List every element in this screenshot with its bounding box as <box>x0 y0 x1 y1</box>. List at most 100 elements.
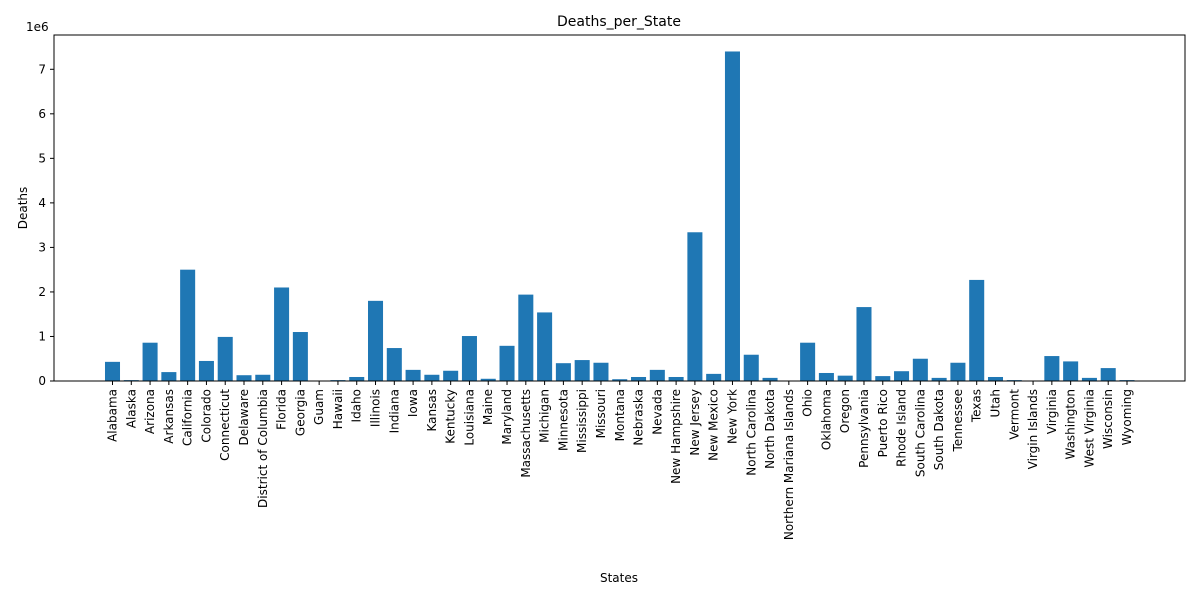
bar <box>969 280 984 381</box>
x-tick-label: Washington <box>1064 389 1078 460</box>
x-tick-label: New York <box>725 389 739 444</box>
bar <box>368 301 383 381</box>
x-tick-label: District of Columbia <box>256 389 270 508</box>
y-tick-label: 5 <box>38 151 46 165</box>
x-tick-label: Georgia <box>293 389 307 436</box>
x-tick-label: Oklahoma <box>819 389 833 450</box>
bar <box>406 370 421 381</box>
x-tick-label: Kentucky <box>444 389 458 444</box>
x-tick-label: Nevada <box>650 389 664 435</box>
bar <box>800 343 815 381</box>
bar <box>856 307 871 381</box>
x-tick-label: Virginia <box>1045 389 1059 434</box>
x-tick-label: North Carolina <box>744 389 758 476</box>
bar <box>462 336 477 381</box>
x-tick-label: Alaska <box>124 389 138 428</box>
x-tick-label: Indiana <box>387 389 401 433</box>
bar <box>1101 368 1116 381</box>
bar <box>913 359 928 381</box>
x-tick-label: Texas <box>970 389 984 423</box>
y-tick-label: 2 <box>38 285 46 299</box>
x-tick-label: Kansas <box>425 389 439 431</box>
x-tick-label: Missouri <box>594 389 608 438</box>
bar <box>293 332 308 381</box>
x-tick-label: Delaware <box>237 389 251 446</box>
bar <box>725 51 740 381</box>
y-offset-label: 1e6 <box>26 20 49 34</box>
x-tick-label: New Mexico <box>707 389 721 461</box>
x-tick-label: Minnesota <box>556 389 570 451</box>
bar <box>537 312 552 381</box>
bar <box>274 287 289 381</box>
bar <box>875 376 890 381</box>
bar <box>575 360 590 381</box>
bar <box>1044 356 1059 381</box>
x-tick-label: Maryland <box>500 389 514 445</box>
x-tick-label: Wyoming <box>1120 389 1134 445</box>
x-tick-label: Guam <box>312 389 326 425</box>
bar <box>819 373 834 381</box>
x-axis-label: States <box>600 571 638 585</box>
x-tick-label: Iowa <box>406 389 420 417</box>
bar <box>424 375 439 381</box>
x-tick-label: Wisconsin <box>1101 389 1115 449</box>
x-tick-label: Mississippi <box>575 389 589 453</box>
x-tick-label: Ohio <box>801 389 815 417</box>
x-tick-label: Puerto Rico <box>876 389 890 457</box>
x-tick-label: Tennessee <box>951 389 965 453</box>
bar <box>199 361 214 381</box>
x-tick-label: Nebraska <box>632 389 646 446</box>
x-tick-label: Utah <box>988 389 1002 417</box>
bar <box>518 295 533 381</box>
x-tick-label: Rhode Island <box>895 389 909 467</box>
bar <box>687 232 702 381</box>
bar <box>236 375 251 381</box>
x-tick-label: Florida <box>275 389 289 430</box>
x-tick-label: Hawaii <box>331 389 345 429</box>
x-tick-label: Maine <box>481 389 495 425</box>
x-tick-label: Arizona <box>143 389 157 434</box>
bar <box>556 363 571 381</box>
x-tick-label: Massachusetts <box>519 389 533 478</box>
bar <box>500 346 515 381</box>
x-tick-label: Montana <box>613 389 627 441</box>
x-tick-label: Oregon <box>838 389 852 433</box>
bar <box>593 363 608 381</box>
x-tick-label: Idaho <box>350 389 364 422</box>
bar <box>631 377 646 381</box>
chart-title: Deaths_per_State <box>557 14 681 30</box>
x-tick-label: New Hampshire <box>669 389 683 484</box>
x-tick-label: Northern Mariana Islands <box>782 389 796 540</box>
x-tick-label: West Virginia <box>1082 389 1096 468</box>
bar <box>161 372 176 381</box>
bar <box>988 377 1003 381</box>
x-tick-label: Vermont <box>1007 389 1021 440</box>
y-tick-label: 4 <box>38 196 46 210</box>
x-tick-label: Virgin Islands <box>1026 389 1040 469</box>
y-tick-label: 6 <box>38 107 46 121</box>
bar <box>443 371 458 381</box>
x-tick-label: Pennsylvania <box>857 389 871 468</box>
bar <box>950 363 965 381</box>
bar <box>218 337 233 381</box>
x-tick-label: South Carolina <box>913 389 927 477</box>
bar <box>838 376 853 381</box>
bar <box>180 270 195 381</box>
x-tick-label: Michigan <box>538 389 552 443</box>
x-tick-label: North Dakota <box>763 389 777 469</box>
bar <box>706 374 721 381</box>
x-tick-label: Alabama <box>106 389 120 442</box>
bar <box>744 355 759 381</box>
plot-frame <box>54 35 1185 381</box>
y-axis-label: Deaths <box>16 187 30 230</box>
bar <box>105 362 120 381</box>
x-tick-label: Illinois <box>369 389 383 427</box>
bar <box>143 343 158 381</box>
x-tick-label: New Jersey <box>688 389 702 456</box>
x-tick-label: Louisiana <box>462 389 476 446</box>
bar <box>894 371 909 381</box>
